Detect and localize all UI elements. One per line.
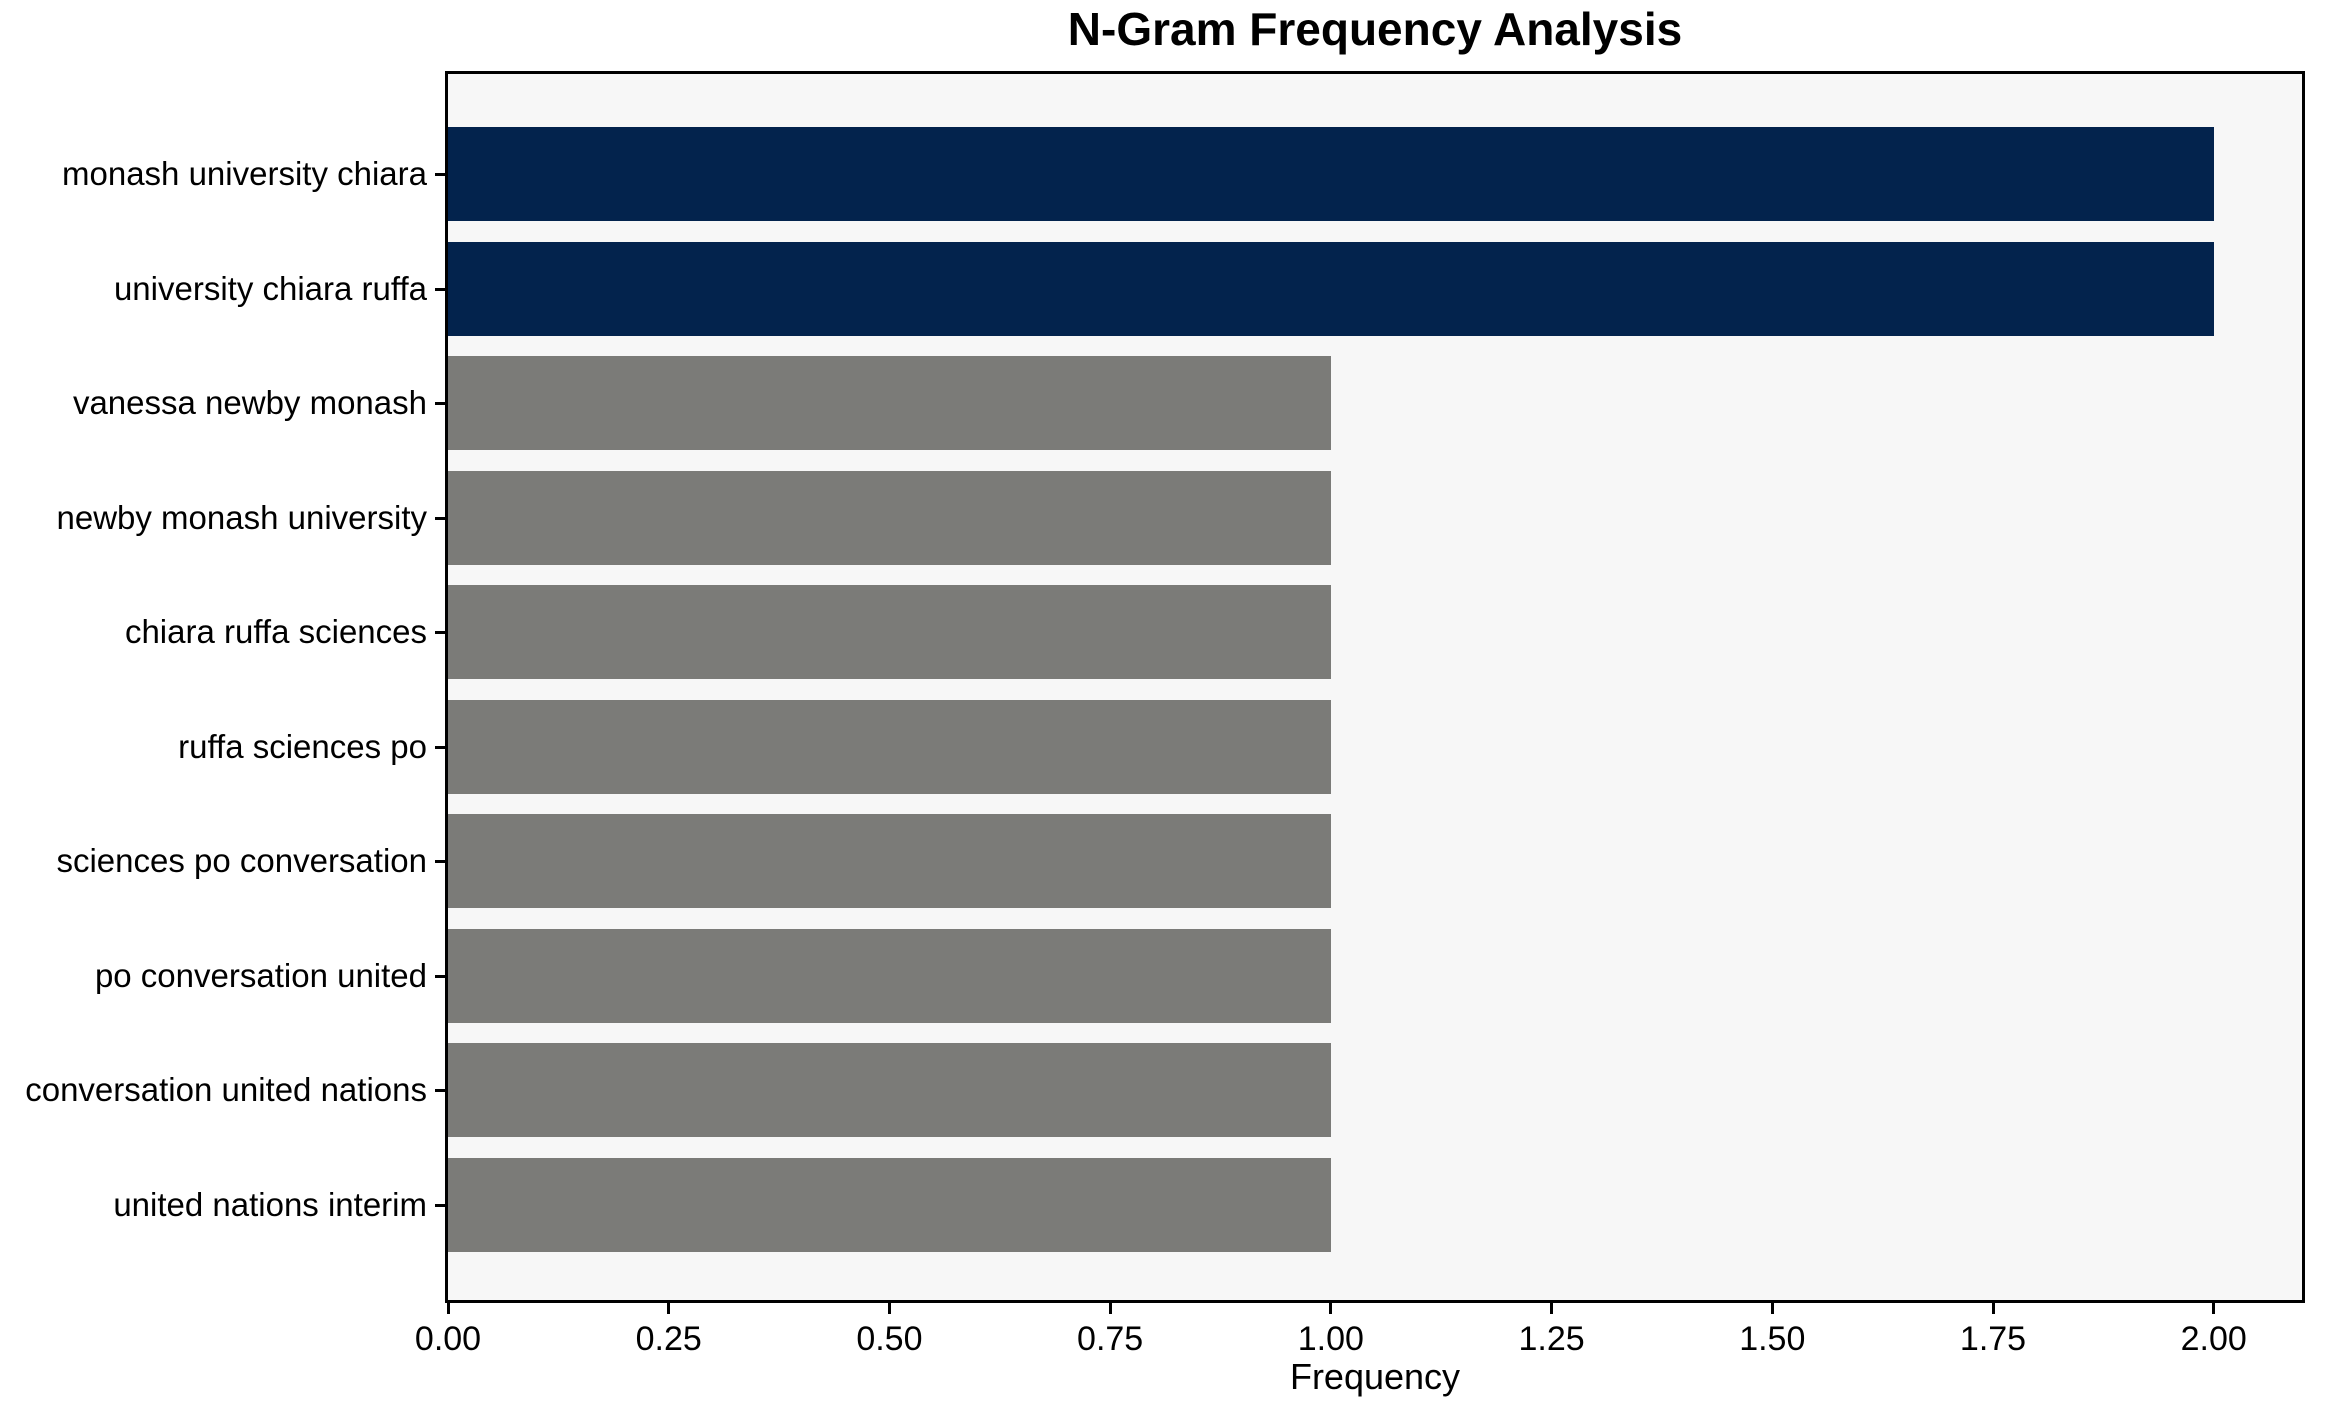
y-tick-label: monash university chiara <box>62 155 427 192</box>
y-tick-label: united nations interim <box>113 1185 427 1223</box>
bar <box>448 356 1331 450</box>
x-tick-label: 1.00 <box>1297 1320 1364 1358</box>
y-tick-label: chiara ruffa sciences <box>124 613 427 650</box>
x-tick-label: 0.25 <box>635 1320 702 1358</box>
y-tick-mark <box>435 745 445 749</box>
bar <box>448 585 1331 679</box>
bar <box>448 814 1331 908</box>
x-tick-label: 0.75 <box>1077 1320 1144 1358</box>
chart-title: N-Gram Frequency Analysis <box>1067 3 1683 55</box>
y-tick-label: newby monash university <box>56 498 427 536</box>
x-tick-mark <box>667 1303 671 1314</box>
bar <box>448 470 1331 565</box>
y-tick-mark <box>435 860 445 863</box>
y-tick-label: conversation united nations <box>25 1071 427 1108</box>
bar <box>448 1157 1331 1252</box>
x-tick-mark <box>1550 1303 1554 1314</box>
x-tick-mark <box>1108 1303 1112 1314</box>
y-tick-mark <box>435 1203 445 1207</box>
bar <box>448 928 1331 1023</box>
bar <box>448 241 2214 336</box>
x-tick-label: 1.25 <box>1518 1320 1585 1358</box>
y-tick-label: sciences po conversation <box>56 842 427 879</box>
x-tick-label: 1.75 <box>1959 1320 2027 1358</box>
bar <box>448 127 2214 221</box>
bar <box>448 1043 1331 1137</box>
y-tick-mark <box>435 974 445 978</box>
x-tick-label: 0.00 <box>414 1320 482 1358</box>
y-tick-mark <box>435 173 445 176</box>
y-tick-label: vanessa newby monash <box>72 384 427 421</box>
x-tick-mark <box>1991 1303 1995 1314</box>
y-tick-mark <box>435 631 445 634</box>
y-tick-label: university chiara ruffa <box>113 269 427 307</box>
x-tick-mark <box>446 1303 450 1314</box>
x-tick-mark <box>887 1303 891 1314</box>
y-tick-label: po conversation united <box>94 956 427 994</box>
x-tick-mark <box>2212 1303 2216 1314</box>
x-tick-label: 2.00 <box>2180 1320 2247 1358</box>
y-tick-mark <box>435 402 445 405</box>
y-tick-mark <box>435 1089 445 1092</box>
x-tick-mark <box>1770 1303 1774 1314</box>
x-tick-label: 1.50 <box>1739 1320 1806 1358</box>
plot-area <box>445 71 2305 1303</box>
x-tick-mark <box>1329 1303 1333 1314</box>
x-axis-label: Frequency <box>1289 1356 1461 1397</box>
y-tick-label: ruffa sciences po <box>178 727 427 765</box>
x-tick-label: 0.50 <box>856 1320 923 1358</box>
y-tick-mark <box>435 516 445 520</box>
y-tick-mark <box>435 287 445 291</box>
bar <box>448 699 1331 794</box>
